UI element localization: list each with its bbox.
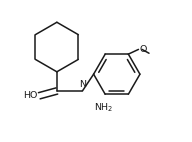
Text: O: O [140, 45, 147, 54]
Text: N: N [79, 80, 86, 89]
Text: NH$_2$: NH$_2$ [94, 101, 113, 114]
Text: HO: HO [23, 91, 38, 100]
